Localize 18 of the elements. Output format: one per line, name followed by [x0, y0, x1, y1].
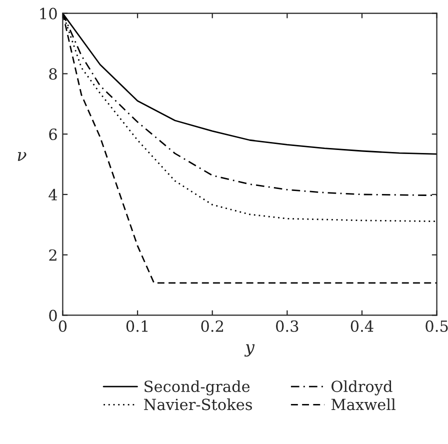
y-tick-label: 6	[49, 128, 57, 140]
y-tick-label: 4	[48, 188, 58, 200]
legend-label: Second-grade	[144, 380, 250, 396]
legend-label: Maxwell	[331, 398, 396, 410]
x-tick-label: 0.4	[350, 320, 374, 332]
legend-label: Navier-Stokes	[144, 398, 252, 410]
x-tick-label: 0.1	[126, 320, 148, 332]
legend-label: Oldroyd	[332, 380, 392, 396]
x-tick-label: 0	[58, 320, 67, 332]
y-tick-label: 2	[49, 249, 56, 261]
x-tick-label: 0.3	[276, 320, 298, 332]
x-tick-label: 0.5	[426, 320, 448, 332]
y-tick-label: 0	[49, 310, 57, 322]
y-tick-label: 8	[49, 68, 57, 80]
y-axis-title: ν	[18, 152, 26, 161]
x-axis-title: y	[244, 344, 255, 357]
x-tick-label: 0.2	[201, 320, 223, 332]
y-tick-label: 10	[40, 8, 57, 20]
